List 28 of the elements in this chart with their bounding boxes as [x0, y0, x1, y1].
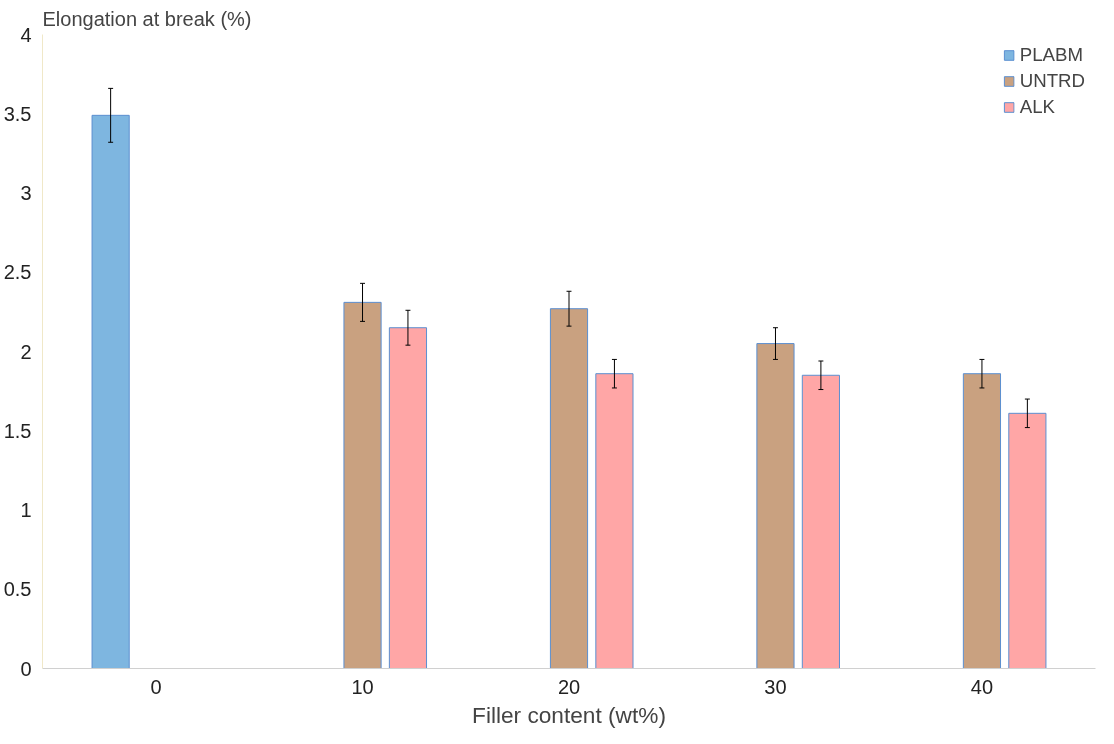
bar — [343, 301, 382, 669]
y-tick-label: 2 — [20, 340, 32, 363]
bar — [962, 373, 1002, 669]
bar — [1008, 412, 1047, 669]
bar — [801, 374, 840, 669]
y-tick-label: 1.5 — [3, 419, 32, 442]
x-tick-label: 10 — [351, 675, 374, 698]
legend-label: ALK — [1019, 96, 1055, 118]
y-tick-label: 0.5 — [3, 578, 32, 601]
x-tick-label: 30 — [764, 675, 787, 698]
bar — [756, 343, 795, 669]
legend-label: UNTRD — [1019, 70, 1085, 92]
y-tick-label: 2.5 — [3, 261, 32, 284]
y-axis-title: Elongation at break (%) — [42, 7, 252, 30]
y-tick-label: 4 — [20, 23, 32, 46]
x-tick-label: 20 — [557, 675, 581, 698]
x-axis-title: Filler content (wt%) — [472, 701, 666, 728]
bar — [91, 114, 130, 669]
bar — [549, 308, 589, 669]
legend-label: PLABM — [1019, 44, 1083, 66]
y-tick-label: 0 — [20, 657, 32, 680]
x-tick-label: 40 — [970, 675, 994, 698]
y-tick-label: 3 — [20, 182, 32, 204]
bar — [388, 327, 428, 669]
y-tick-label: 3.5 — [3, 102, 32, 125]
y-tick-label: 1 — [20, 499, 32, 521]
x-tick-label: 0 — [150, 675, 162, 698]
bar — [595, 373, 634, 669]
